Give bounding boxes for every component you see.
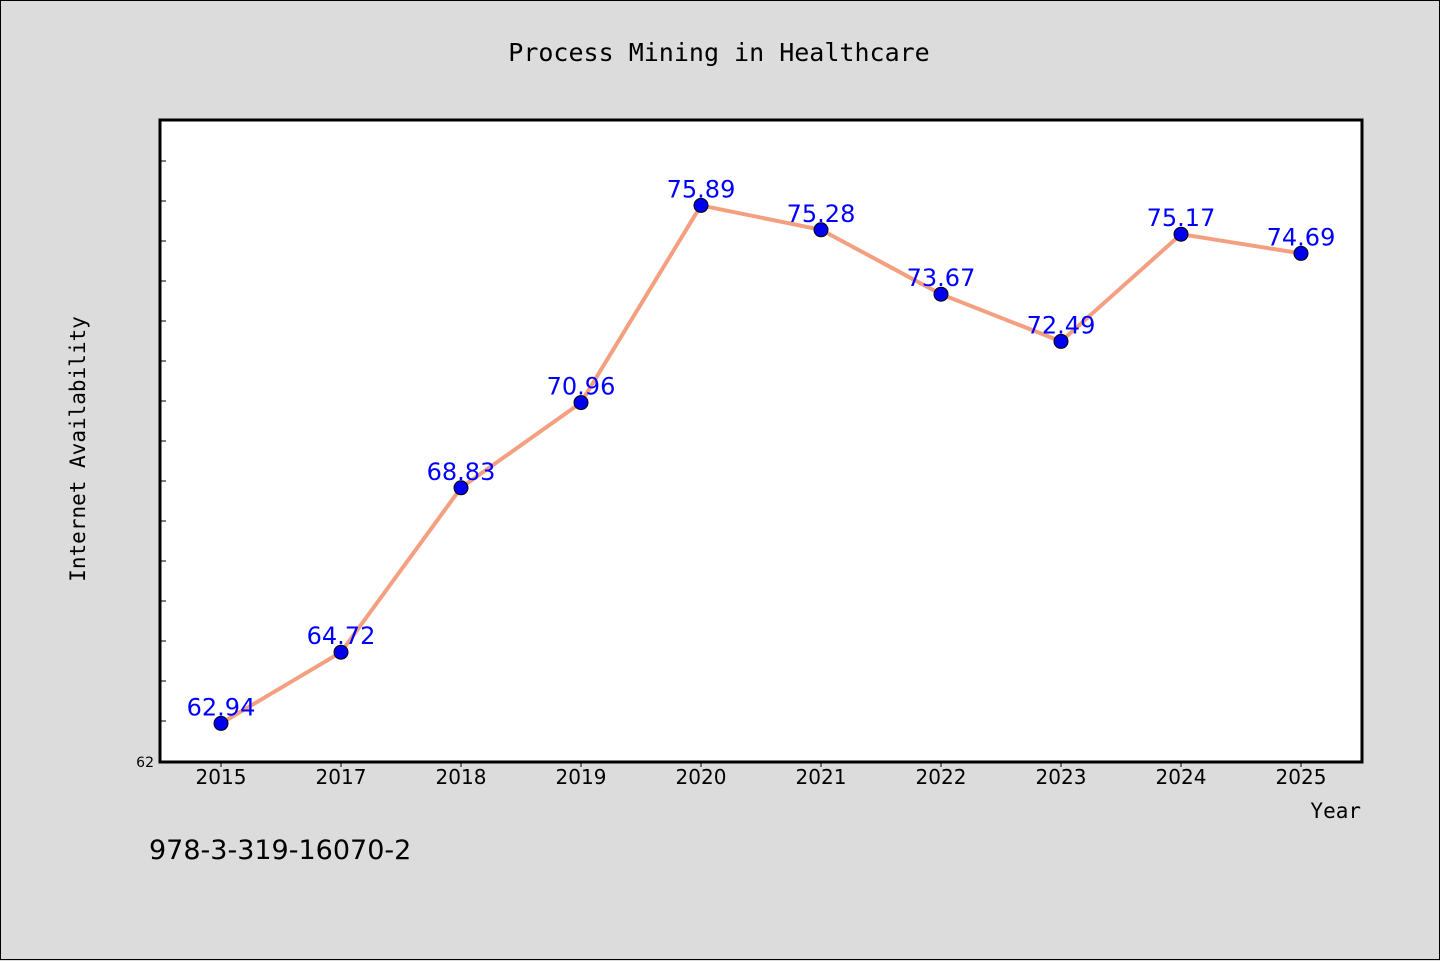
data-point xyxy=(1053,333,1069,349)
y-axis-ticks xyxy=(160,120,166,762)
data-point xyxy=(1293,245,1309,261)
data-label: 70.96 xyxy=(547,373,616,401)
series-markers xyxy=(213,197,1309,731)
x-tick-label: 2021 xyxy=(796,765,847,789)
data-point xyxy=(1173,226,1189,242)
data-point xyxy=(693,197,709,213)
data-point xyxy=(213,715,229,731)
data-label: 75.17 xyxy=(1147,204,1216,232)
data-point xyxy=(573,395,589,411)
x-tick-label: 2015 xyxy=(196,765,247,789)
x-tick-label: 2017 xyxy=(316,765,367,789)
data-point xyxy=(933,286,949,302)
data-label: 75.89 xyxy=(667,175,736,203)
data-point xyxy=(453,480,469,496)
data-label: 62.94 xyxy=(187,693,256,721)
x-axis-ticks: 2015 2017 2018 2019 2020 2021 2022 2023 2024 2025 xyxy=(196,761,1327,789)
data-point xyxy=(333,644,349,660)
data-label: 68.83 xyxy=(427,458,496,486)
plot-area xyxy=(158,118,1364,764)
x-tick-label: 2022 xyxy=(916,765,967,789)
data-label: 75.28 xyxy=(787,200,856,228)
data-labels: 62.94 64.72 68.83 70.96 75.89 75.28 73.67 72.49… xyxy=(187,175,1336,721)
data-label: 74.69 xyxy=(1267,223,1336,251)
x-tick-label: 2025 xyxy=(1276,765,1327,789)
x-tick-label: 2018 xyxy=(436,765,487,789)
x-tick-label: 2023 xyxy=(1036,765,1087,789)
footnote: 978-3-319-16070-2 xyxy=(149,835,412,866)
chart-title: Process Mining in Healthcare xyxy=(508,38,929,67)
x-axis-label: Year xyxy=(1310,799,1361,823)
y-axis-label: Internet Availability xyxy=(66,316,90,582)
x-tick-label: 2024 xyxy=(1156,765,1207,789)
data-point xyxy=(813,222,829,238)
data-label: 72.49 xyxy=(1027,311,1096,339)
series-line xyxy=(219,203,1302,726)
data-label: 64.72 xyxy=(307,622,376,650)
x-tick-label: 2019 xyxy=(556,765,607,789)
x-tick-label: 2020 xyxy=(676,765,727,789)
data-label: 73.67 xyxy=(907,264,976,292)
y-tick-label-min: 62 xyxy=(136,755,154,771)
